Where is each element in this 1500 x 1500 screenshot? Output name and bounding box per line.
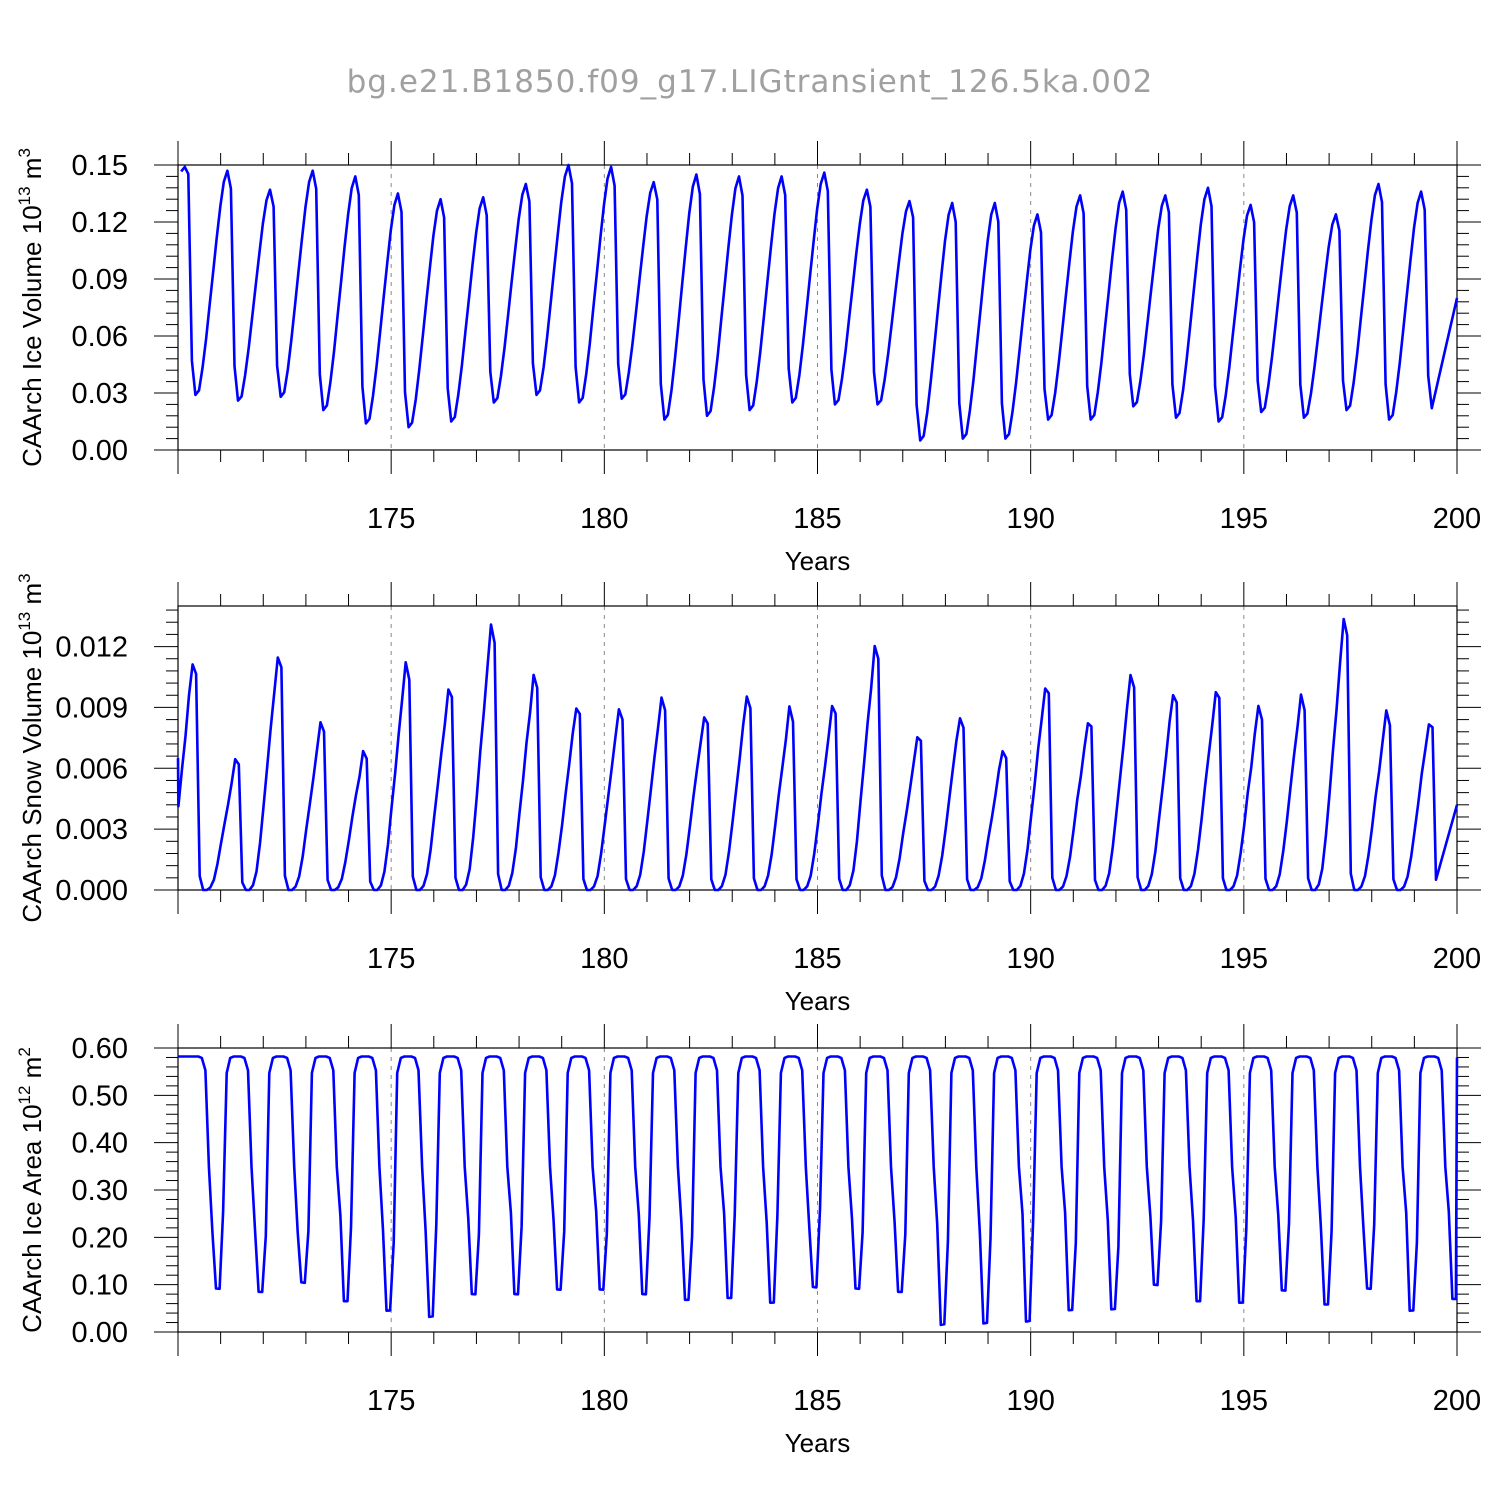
y-tick-label: 0.012 [55,632,128,664]
panel-snow-volume: 175 180 185 190 195 200 0.000 0.003 0.006 0.009 0.… [15,573,1481,1016]
series-line-ice-area [178,1055,1459,1327]
x-tick-label: 180 [580,1385,628,1417]
x-tick-label: 180 [580,943,628,975]
x-tick-label: 195 [1220,503,1268,535]
y-tick-label: 0.15 [72,150,128,182]
x-tick-label: 195 [1220,943,1268,975]
x-tick-label: 185 [793,503,841,535]
x-tick-label: 180 [580,503,628,535]
y-tick-label: 0.30 [72,1175,128,1207]
x-tick-label: 190 [1006,943,1054,975]
y-tick-label: 0.12 [72,207,128,239]
y-axis-label: CAArch Snow Volume 1013 m3 [15,573,47,922]
x-tick-label: 200 [1433,1385,1481,1417]
panel-ice-volume: 175 180 185 190 195 200 0.00 0.03 0.06 0.09 0.12 0.… [15,141,1481,576]
y-tick-label: 0.50 [72,1080,128,1112]
y-tick-label: 0.60 [72,1033,128,1065]
y-tick-label: 0.20 [72,1222,128,1254]
series-line-ice-volume [180,163,1459,442]
series-line-snow-volume [176,617,1459,892]
y-axis-label: CAArch Ice Area 1012 m2 [15,1047,47,1333]
x-tick-label: 175 [367,943,415,975]
x-tick-label: 195 [1220,1385,1268,1417]
x-tick-label: 190 [1006,1385,1054,1417]
x-tick-label: 200 [1433,943,1481,975]
y-tick-label: 0.00 [72,435,128,467]
x-axis-label: Years [785,1428,851,1458]
y-tick-label: 0.003 [55,814,128,846]
y-tick-label: 0.03 [72,378,128,410]
y-tick-label: 0.00 [72,1317,128,1349]
x-tick-label: 200 [1433,503,1481,535]
y-tick-label: 0.09 [72,264,128,296]
x-axis-label: Years [785,546,851,576]
x-tick-label: 185 [793,943,841,975]
y-tick-label: 0.006 [55,753,128,785]
y-tick-label: 0.06 [72,321,128,353]
x-tick-label: 190 [1006,503,1054,535]
y-axis-label: CAArch Ice Volume 1013 m3 [15,148,47,467]
y-tick-label: 0.40 [72,1128,128,1160]
x-tick-label: 185 [793,1385,841,1417]
plot-frame [177,1047,1458,1333]
chart-title: bg.e21.B1850.f09_g17.LIGtransient_126.5k… [347,64,1154,100]
x-tick-label: 175 [367,1385,415,1417]
y-tick-label: 0.009 [55,692,128,724]
x-tick-label: 175 [367,503,415,535]
y-tick-label: 0.10 [72,1270,128,1302]
y-tick-label: 0.000 [55,875,128,907]
panel-ice-area: 175 180 185 190 195 200 0.00 0.10 0.20 0.30 0.40 0.… [15,1024,1481,1458]
x-axis-label: Years [785,986,851,1016]
